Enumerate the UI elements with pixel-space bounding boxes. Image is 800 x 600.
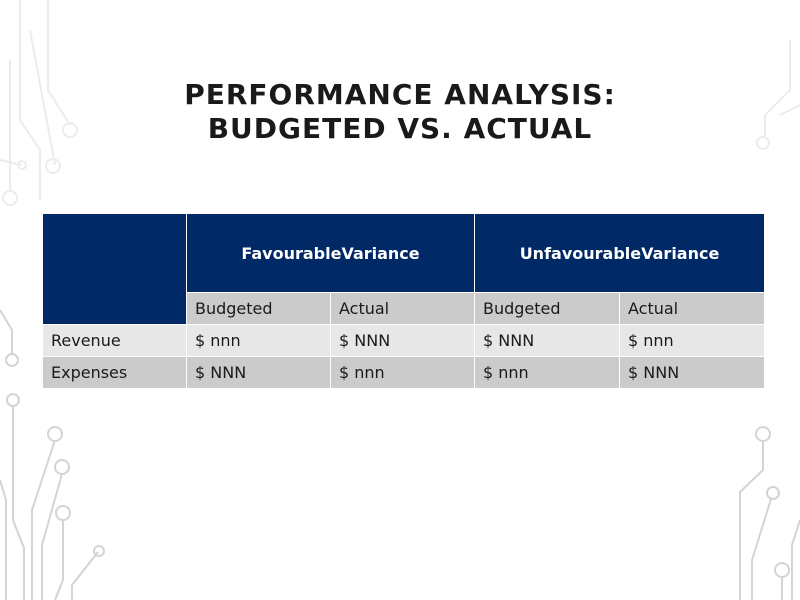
variance-table: FavourableVariance UnfavourableVariance … bbox=[42, 213, 766, 389]
unfavourable-variance-header: UnfavourableVariance bbox=[473, 213, 766, 293]
table-cell: $ nnn bbox=[186, 324, 331, 357]
table-cell: $ NNN bbox=[330, 324, 475, 357]
table-header-row: FavourableVariance UnfavourableVariance bbox=[42, 213, 766, 325]
table-cell: $ nnn bbox=[330, 356, 475, 389]
table-row: Expenses $ NNN $ nnn $ nnn $ NNN bbox=[42, 356, 766, 389]
subheader-cell: Actual bbox=[618, 292, 766, 325]
table-corner-cell bbox=[42, 213, 187, 325]
subheader-cell: Actual bbox=[330, 292, 475, 325]
table-row: Revenue $ nnn $ NNN $ NNN $ nnn bbox=[42, 324, 766, 357]
row-label: Revenue bbox=[42, 324, 187, 357]
subheader-cell: Budgeted bbox=[474, 292, 620, 325]
subheader-cell: Budgeted bbox=[186, 292, 331, 325]
slide-title-line-2: BUDGETED VS. ACTUAL bbox=[207, 112, 593, 145]
table-cell: $ NNN bbox=[474, 324, 620, 357]
favourable-variance-header: FavourableVariance bbox=[186, 213, 475, 293]
row-label: Expenses bbox=[42, 356, 187, 389]
table-cell: $ nnn bbox=[618, 324, 766, 357]
table-cell: $ NNN bbox=[618, 356, 766, 389]
table-subheader-row: Budgeted Actual Budgeted Actual bbox=[43, 292, 766, 325]
table-cell: $ NNN bbox=[186, 356, 331, 389]
slide-title-line-1: PERFORMANCE ANALYSIS: bbox=[184, 78, 616, 111]
slide-title: PERFORMANCE ANALYSIS: BUDGETED VS. ACTUA… bbox=[0, 78, 800, 146]
table-cell: $ nnn bbox=[474, 356, 620, 389]
